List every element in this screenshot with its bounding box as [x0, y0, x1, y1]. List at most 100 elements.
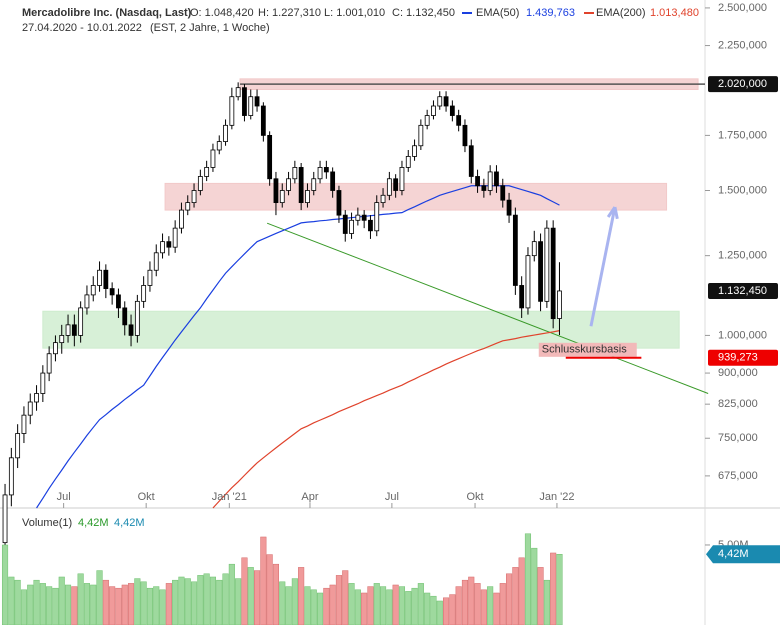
volume-bar	[134, 578, 141, 625]
volume-bar	[96, 570, 103, 625]
volume-bar	[8, 576, 15, 625]
x-tick-label: Okt	[466, 491, 483, 503]
candle-body	[248, 96, 254, 116]
candle-body	[405, 156, 411, 168]
candle-body	[443, 96, 449, 107]
volume-bar	[83, 583, 90, 625]
volume-bar	[272, 563, 280, 625]
high: H: 1.227,310	[258, 7, 321, 19]
y-tick-label: 675,000	[718, 470, 758, 482]
volume-bar	[310, 589, 317, 625]
candle-body	[475, 176, 480, 187]
volume-value: 4,42M	[114, 517, 145, 529]
candle-body	[59, 335, 65, 344]
candle-body	[46, 353, 52, 374]
candle-body	[191, 190, 197, 204]
x-tick-label: Jul	[57, 491, 71, 503]
candle-body	[141, 285, 147, 302]
candle-body	[185, 202, 191, 211]
x-tick-label: Jul	[385, 491, 399, 503]
volume-bar	[550, 552, 557, 625]
candle-body	[103, 269, 109, 289]
candle-body	[437, 96, 443, 107]
volume-tag	[706, 545, 780, 564]
candle-body	[223, 124, 228, 142]
volume-bar	[285, 586, 292, 625]
candle-body	[242, 87, 247, 116]
candle-body	[122, 307, 128, 326]
candle-body	[368, 219, 373, 232]
volume-bar	[329, 584, 336, 625]
volume-bar	[354, 589, 361, 625]
candle-body	[456, 115, 462, 126]
candle-body	[506, 199, 512, 216]
volume-bar	[524, 533, 532, 625]
volume-bar	[279, 581, 286, 625]
volume-bar	[71, 586, 78, 625]
candle-body	[500, 185, 506, 201]
volume-bar	[335, 575, 343, 625]
candle-body	[15, 433, 21, 459]
candle-body	[34, 393, 39, 403]
volume-bar	[512, 567, 519, 625]
volume-bar	[140, 581, 147, 625]
candle-body	[298, 167, 304, 204]
candle-body	[90, 285, 96, 296]
volume-bar	[222, 573, 229, 625]
candle-body	[97, 269, 102, 286]
ema-line	[36, 185, 560, 509]
y-tick-label: 2.500,000	[718, 2, 767, 14]
candle-body	[424, 115, 430, 126]
volume-bar	[247, 567, 254, 625]
y-tick-label: 750,000	[718, 432, 758, 444]
volume-bar	[102, 579, 109, 625]
volume-bar	[474, 583, 481, 625]
volume-bar	[443, 597, 450, 625]
x-tick-label: Jan '21	[212, 491, 247, 503]
candle-body	[210, 149, 216, 168]
candle-body	[53, 342, 58, 355]
volume-bar	[430, 595, 437, 625]
volume-bar	[386, 589, 393, 625]
candle-body	[134, 300, 140, 336]
candle-body	[71, 324, 77, 336]
volume-bar	[153, 586, 160, 625]
price-tag	[708, 349, 778, 366]
candle-body	[449, 105, 455, 116]
candle-body	[286, 178, 291, 191]
volume-bar	[342, 570, 349, 625]
volume-bar	[77, 573, 84, 625]
open: O: 1.048,420	[190, 7, 254, 19]
candle-body	[355, 214, 361, 221]
volume-bar	[190, 581, 198, 625]
ema50-name: EMA(50)	[476, 7, 519, 19]
volume-bar	[14, 579, 21, 625]
candle-body	[179, 209, 184, 229]
candle-body	[557, 290, 562, 319]
candle-body	[229, 96, 235, 126]
candle-body	[512, 214, 518, 286]
volume-bar	[159, 589, 166, 625]
volume-bar	[20, 589, 27, 625]
candle-body	[494, 171, 499, 187]
candle-body	[462, 124, 468, 147]
x-tick-label: Okt	[138, 491, 155, 503]
candle-body	[204, 167, 210, 177]
volume-bar	[411, 587, 418, 625]
volume-bar	[487, 586, 494, 625]
candle-body	[550, 227, 556, 320]
candle-body	[317, 167, 323, 180]
volume-bar	[27, 584, 34, 625]
volume-bar	[537, 567, 544, 625]
volume-bar	[455, 586, 462, 625]
volume-bar	[304, 586, 311, 625]
volume-bar	[424, 592, 431, 625]
candle-body	[525, 255, 531, 309]
volume-bar	[203, 573, 210, 625]
candle-body	[481, 185, 487, 191]
volume-bar	[172, 579, 179, 625]
ema50-value: 1.439,763	[526, 7, 575, 19]
volume-bar	[33, 579, 40, 625]
candle-body	[166, 241, 172, 248]
